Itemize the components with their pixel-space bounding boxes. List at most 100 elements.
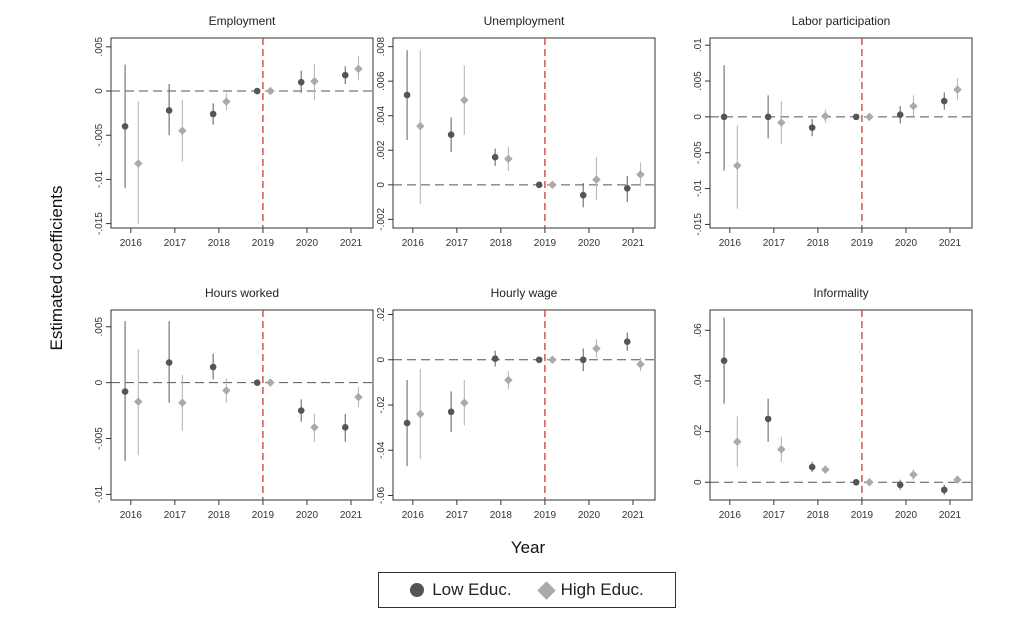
high-educ-point xyxy=(592,344,601,353)
y-tick-label: .06 xyxy=(693,323,704,337)
low-educ-point xyxy=(852,478,860,486)
low-educ-point xyxy=(121,123,129,130)
low-educ-point xyxy=(253,87,261,95)
y-tick-label: .02 xyxy=(693,424,704,438)
y-tick-label: .02 xyxy=(376,307,387,321)
y-tick-label: -.01 xyxy=(94,485,105,503)
panel-frame xyxy=(110,309,374,501)
legend-marker-high xyxy=(536,580,556,600)
high-educ-point xyxy=(178,126,187,136)
high-educ-point xyxy=(821,111,830,121)
x-tick-label: 2020 xyxy=(578,238,601,249)
low-educ-point xyxy=(720,113,728,121)
low-educ-point xyxy=(447,131,455,139)
low-educ-point xyxy=(535,181,543,189)
panel-title: Employment xyxy=(209,14,276,28)
high-educ-point xyxy=(777,118,786,127)
high-educ-point xyxy=(865,112,874,122)
panel-0: Employment .005 0 -.005 -.01 -.015 2016 2017 201… xyxy=(94,14,374,249)
low-educ-point xyxy=(896,481,904,489)
high-educ-point xyxy=(821,465,830,474)
x-tick-label: 2018 xyxy=(208,510,231,521)
x-tick-label: 2018 xyxy=(807,238,830,249)
panel-5: Informality .06 .04 .02 0 2016 2017 2018 2019 202… xyxy=(693,286,973,521)
high-educ-point xyxy=(504,154,513,164)
y-tick-label: .04 xyxy=(693,374,704,388)
x-tick-label: 2016 xyxy=(120,510,143,521)
x-tick-label: 2020 xyxy=(296,238,319,249)
x-tick-label: 2019 xyxy=(851,238,874,249)
low-educ-point xyxy=(764,113,772,121)
x-tick-label: 2018 xyxy=(490,510,513,521)
high-educ-point xyxy=(178,398,187,408)
y-tick-label: -.01 xyxy=(94,170,105,188)
high-educ-point xyxy=(354,392,363,402)
low-educ-point xyxy=(623,184,631,192)
high-educ-point xyxy=(134,397,143,406)
y-tick-label: .005 xyxy=(94,37,105,57)
panel-title: Labor participation xyxy=(792,14,891,28)
high-educ-point xyxy=(636,360,645,369)
y-tick-label: -.005 xyxy=(693,141,704,164)
low-educ-point xyxy=(491,153,499,161)
panel-frame xyxy=(709,37,973,229)
high-educ-point xyxy=(354,64,363,74)
low-educ-point xyxy=(579,191,587,199)
y-tick-label: .005 xyxy=(94,317,105,337)
high-educ-point xyxy=(266,86,275,96)
x-tick-label: 2021 xyxy=(939,238,962,249)
y-tick-label: -.06 xyxy=(376,486,387,504)
panel-4: Hourly wage .02 0 -.02 -.04 -.06 2016 2017 2018 2… xyxy=(376,286,656,521)
x-tick-label: 2017 xyxy=(763,238,786,249)
legend-entry-low: Low Educ. xyxy=(410,580,512,600)
low-educ-point xyxy=(808,124,816,131)
y-tick-label: -.002 xyxy=(376,208,387,231)
y-tick-label: .002 xyxy=(376,140,387,160)
low-educ-point xyxy=(940,97,948,105)
high-educ-point xyxy=(592,175,601,184)
y-tick-label: .008 xyxy=(376,36,387,56)
y-tick-label: -.015 xyxy=(693,213,704,236)
high-educ-point xyxy=(909,101,918,111)
x-tick-label: 2017 xyxy=(164,510,187,521)
y-tick-label: -.015 xyxy=(94,212,105,235)
panel-title: Hours worked xyxy=(205,286,279,300)
low-educ-point xyxy=(896,111,904,119)
x-tick-label: 2016 xyxy=(402,238,425,249)
high-educ-point xyxy=(266,378,275,387)
low-educ-point xyxy=(209,110,217,118)
low-educ-point xyxy=(165,359,173,366)
high-educ-point xyxy=(548,180,557,190)
low-educ-point xyxy=(297,407,305,414)
legend-marker-low xyxy=(410,583,425,597)
x-tick-label: 2020 xyxy=(296,510,319,521)
low-educ-point xyxy=(341,424,349,431)
high-educ-point xyxy=(310,423,319,432)
x-tick-label: 2018 xyxy=(807,510,830,521)
high-educ-point xyxy=(777,445,786,454)
low-educ-point xyxy=(579,356,587,364)
high-educ-point xyxy=(416,121,425,131)
y-tick-label: 0 xyxy=(693,479,704,485)
panel-frame xyxy=(392,37,656,229)
high-educ-point xyxy=(733,161,742,170)
high-educ-point xyxy=(310,77,319,86)
x-tick-label: 2021 xyxy=(622,238,645,249)
low-educ-point xyxy=(403,419,411,427)
high-educ-point xyxy=(548,355,557,365)
x-tick-label: 2019 xyxy=(851,510,874,521)
panel-1: Unemployment .008 .006 .004 .002 0 -.002 2016 20… xyxy=(376,14,656,249)
panel-frame xyxy=(110,37,374,229)
y-tick-label: 0 xyxy=(376,182,387,188)
low-educ-point xyxy=(403,91,411,99)
y-tick-label: .006 xyxy=(376,71,387,91)
high-educ-point xyxy=(222,386,231,395)
panels: Employment .005 0 -.005 -.01 -.015 2016 2017 201… xyxy=(94,14,973,521)
panel-frame xyxy=(709,309,973,501)
x-tick-label: 2021 xyxy=(340,510,363,521)
high-educ-point xyxy=(222,97,231,106)
low-educ-point xyxy=(491,355,499,362)
low-educ-point xyxy=(253,379,261,386)
y-tick-label: -.04 xyxy=(376,441,387,459)
x-tick-label: 2018 xyxy=(208,238,231,249)
